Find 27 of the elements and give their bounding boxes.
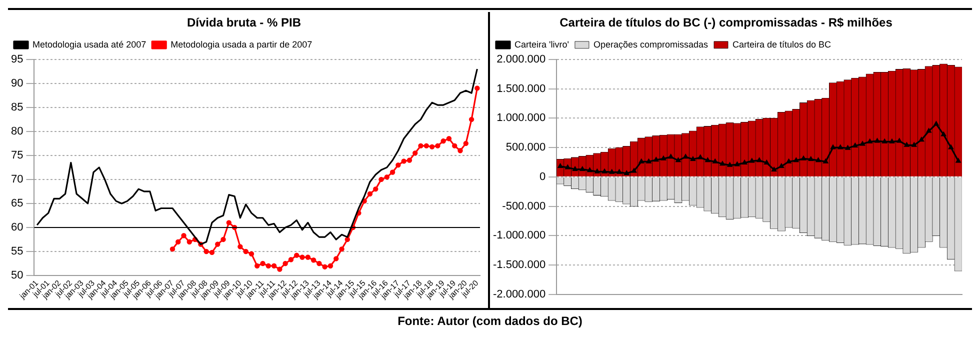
y-tick-label: -1.000.000	[493, 230, 546, 242]
legend-label: Carteira de títulos do BC	[732, 39, 832, 50]
source-note: Fonte: Autor (com dados do BC)	[396, 314, 584, 328]
y-tick-label: 2.000.000	[496, 53, 546, 66]
y-tick-label: 70	[10, 173, 24, 186]
legend-label: Metodologia usada a partir de 2007	[170, 39, 312, 50]
y-tick-label: 500.000	[506, 142, 546, 154]
y-tick-label: 65	[10, 197, 24, 210]
y-tick-label: 50	[10, 270, 24, 282]
y-tick-label: 80	[10, 125, 24, 138]
y-tick-label: -2.000.000	[493, 288, 546, 300]
chart-title: Dívida bruta - % PIB	[186, 16, 302, 30]
legend-label: Operações compromissadas	[593, 39, 709, 50]
y-tick-label: 90	[10, 77, 24, 90]
y-tick-label: 75	[10, 149, 24, 162]
y-tick-label: 60	[10, 222, 24, 234]
y-tick-label: 55	[10, 246, 24, 258]
chart-title: Carteira de títulos do BC (-) compromissadas - R$ milhões	[560, 16, 893, 30]
y-tick-label: 95	[10, 53, 24, 66]
y-tick-label: 85	[10, 101, 24, 114]
y-tick-label: 0	[539, 170, 546, 183]
legend-label: Carteira 'livro'	[514, 39, 570, 50]
legend-label: Metodologia usada até 2007	[32, 39, 146, 50]
y-tick-label: 1.000.000	[496, 112, 546, 124]
y-tick-label: 1.500.000	[496, 82, 546, 95]
y-tick-label: -500.000	[502, 200, 546, 212]
y-tick-label: -1.500.000	[493, 259, 546, 272]
